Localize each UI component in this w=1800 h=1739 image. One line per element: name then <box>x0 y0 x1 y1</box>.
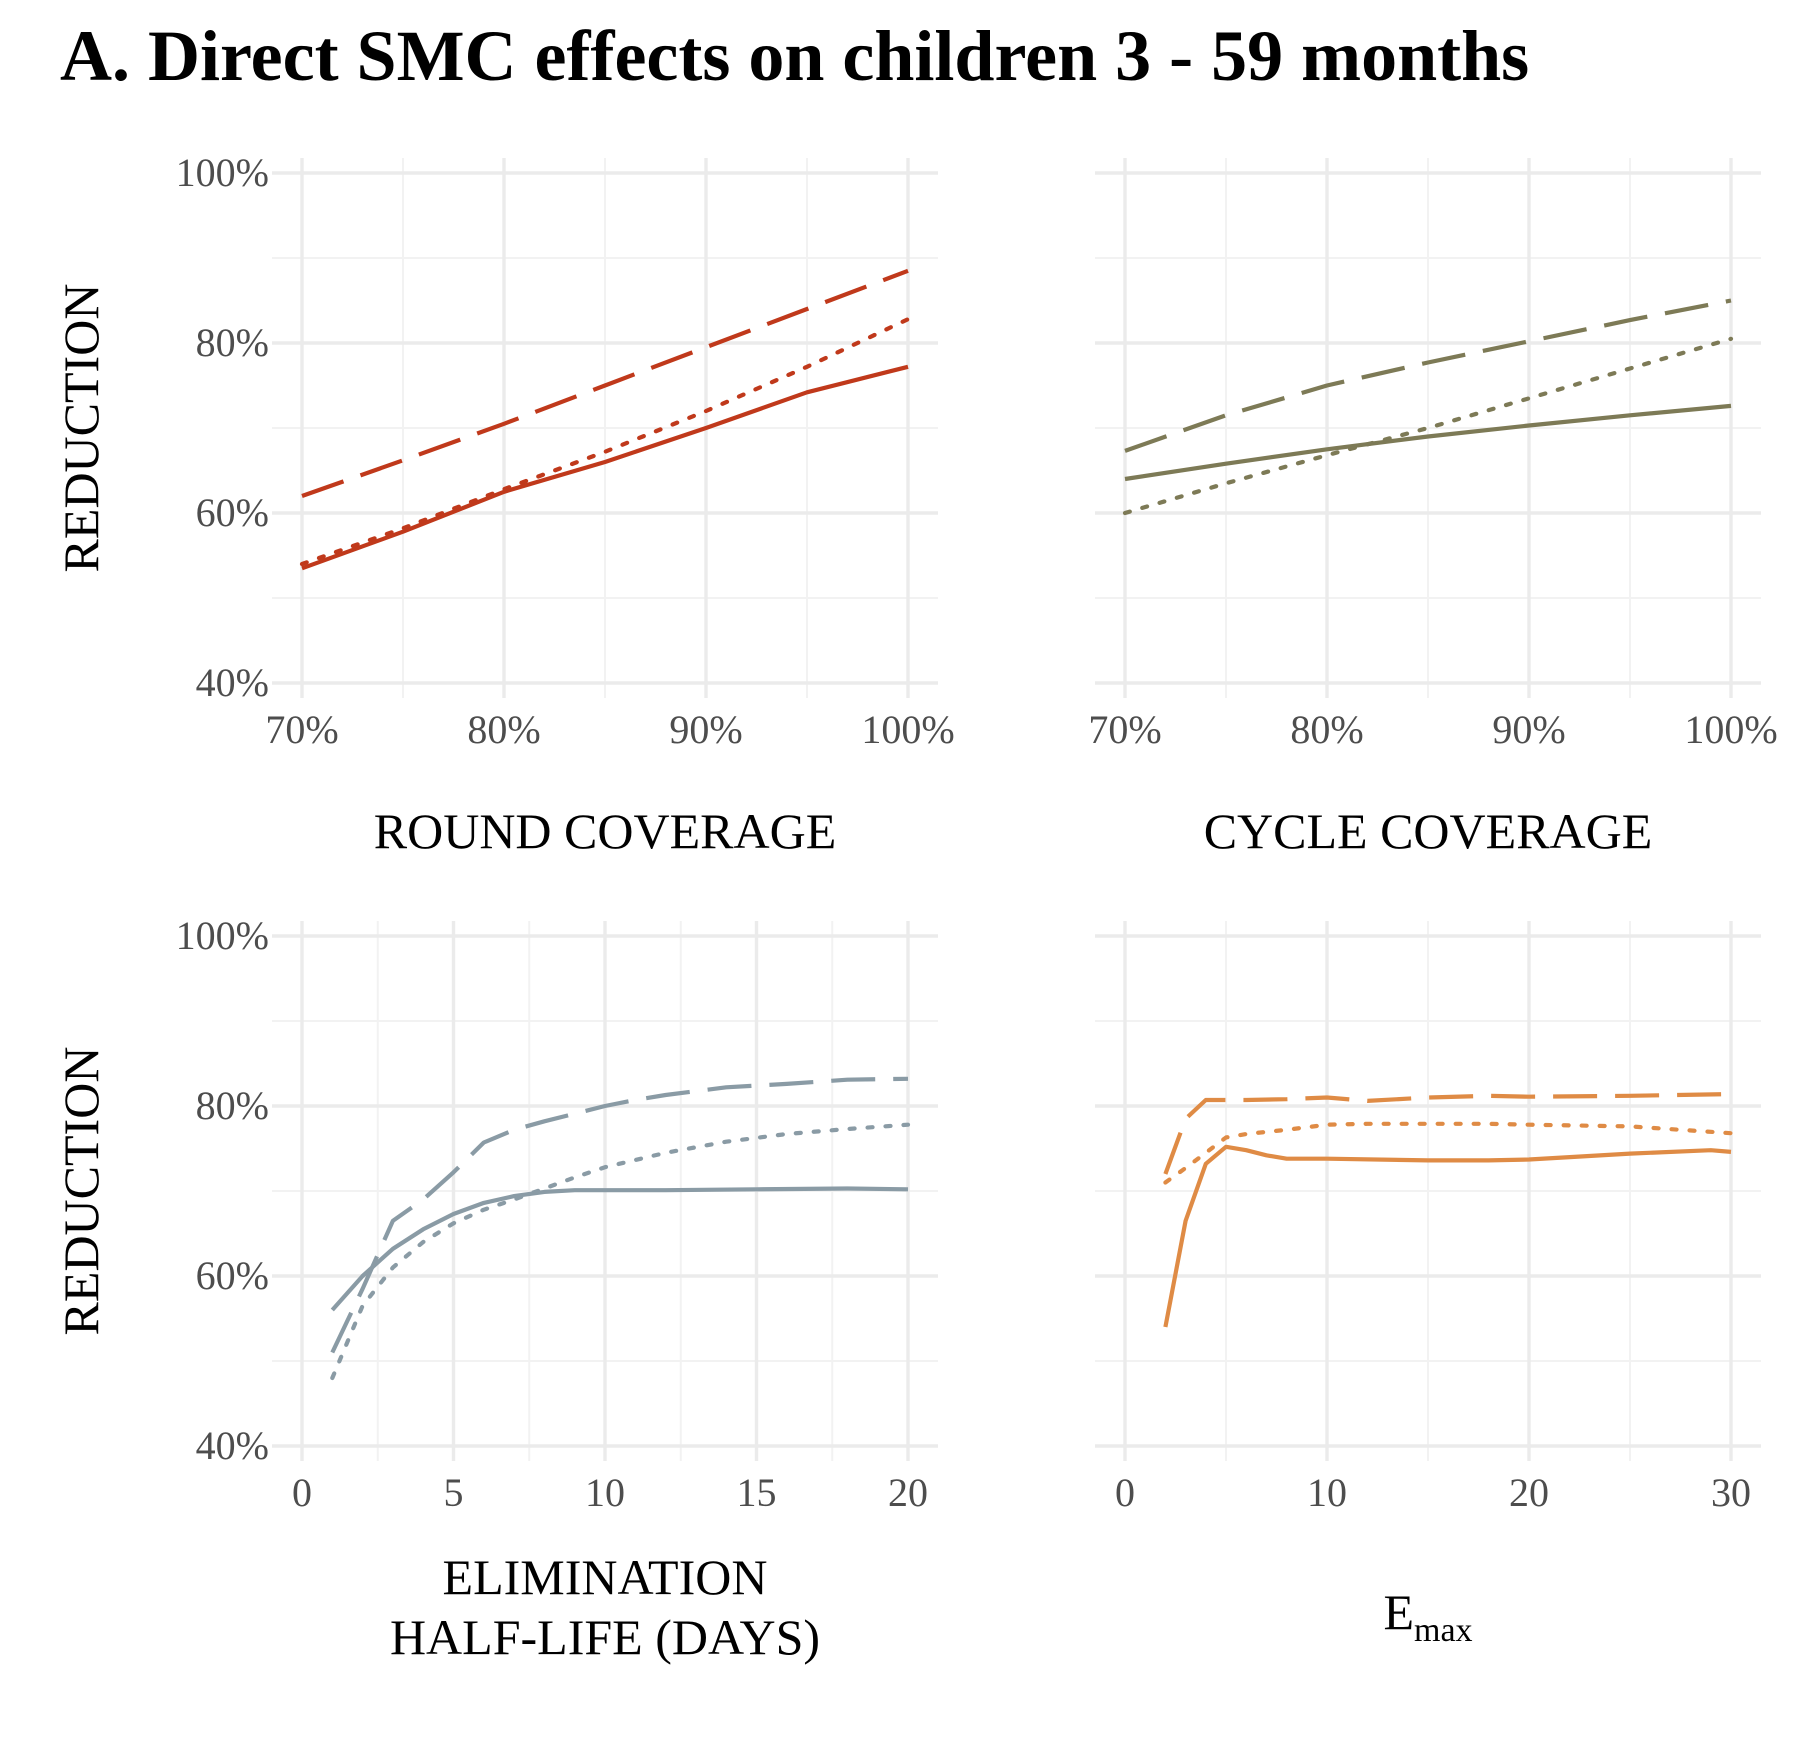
series-line-dotted <box>1122 336 1734 516</box>
x-tick-label: 10 <box>585 1470 625 1515</box>
x-tick-label: 20 <box>1509 1470 1549 1515</box>
x-tick-label: 0 <box>292 1470 312 1515</box>
x-tick-label: 10 <box>1307 1470 1347 1515</box>
x-tick-label: 0 <box>1115 1470 1135 1515</box>
series-line-dashed <box>1124 298 1732 453</box>
series-line-solid <box>330 1186 909 1312</box>
y-tick-label: 60% <box>196 1253 269 1298</box>
x-tick-label: 80% <box>467 707 540 752</box>
series-line-solid <box>301 364 909 571</box>
series-line-dashed <box>301 268 909 498</box>
series-line-dashed <box>1163 1092 1732 1175</box>
y-tick-label: 100% <box>176 150 269 195</box>
x-tick-label: 5 <box>444 1470 464 1515</box>
chart-panel-top-left: 70% 80% 90% 100% 40% 60% 80% 100% REDUCTION ROUND… <box>53 150 955 859</box>
y-tick-label: 40% <box>196 1423 269 1468</box>
chart-panel-bottom-left: 0 5 10 15 20 40% 60% 80% 100% REDUCTION ELIMINATIO… <box>53 913 938 1665</box>
panels: 70% 80% 90% 100% 40% 60% 80% 100% REDUCTION ROUND… <box>53 150 1778 1665</box>
y-tick-label: 100% <box>176 913 269 958</box>
x-tick-label: 80% <box>1290 707 1363 752</box>
series-line-dotted <box>1163 1121 1734 1185</box>
y-tick-label: 60% <box>196 490 269 535</box>
series-line-solid <box>1124 403 1732 482</box>
x-axis-label-line: ELIMINATION <box>443 1549 768 1605</box>
y-axis-label: REDUCTION <box>53 1047 109 1336</box>
x-tick-label: 20 <box>888 1470 928 1515</box>
series-line-dotted <box>330 1122 911 1381</box>
x-tick-label: 90% <box>1492 707 1565 752</box>
figure-title: A. Direct SMC effects on children 3 - 59… <box>60 16 1529 96</box>
x-axis-label-line: HALF-LIFE (DAYS) <box>390 1609 820 1665</box>
series-line-dashed <box>330 1076 909 1354</box>
x-tick-label: 70% <box>265 707 338 752</box>
series-line-solid <box>1163 1144 1732 1328</box>
x-tick-label: 100% <box>861 707 954 752</box>
chart-panel-top-right: 70% 80% 90% 100% CYCLE COVERAGE <box>1088 158 1778 859</box>
y-tick-label: 80% <box>196 1083 269 1128</box>
x-axis-label: Emax <box>1383 1584 1472 1649</box>
x-tick-label: 90% <box>669 707 742 752</box>
x-tick-label: 70% <box>1088 707 1161 752</box>
y-tick-label: 40% <box>196 660 269 705</box>
x-tick-label: 15 <box>737 1470 777 1515</box>
y-tick-label: 80% <box>196 320 269 365</box>
x-tick-label: 30 <box>1711 1470 1751 1515</box>
y-axis-label: REDUCTION <box>53 284 109 573</box>
chart-panel-bottom-right: 0 10 20 30 Emax <box>1095 921 1761 1649</box>
series-line-dotted <box>299 317 911 567</box>
x-tick-label: 100% <box>1684 707 1777 752</box>
x-axis-label: CYCLE COVERAGE <box>1204 803 1653 859</box>
x-axis-label: ROUND COVERAGE <box>374 803 837 859</box>
